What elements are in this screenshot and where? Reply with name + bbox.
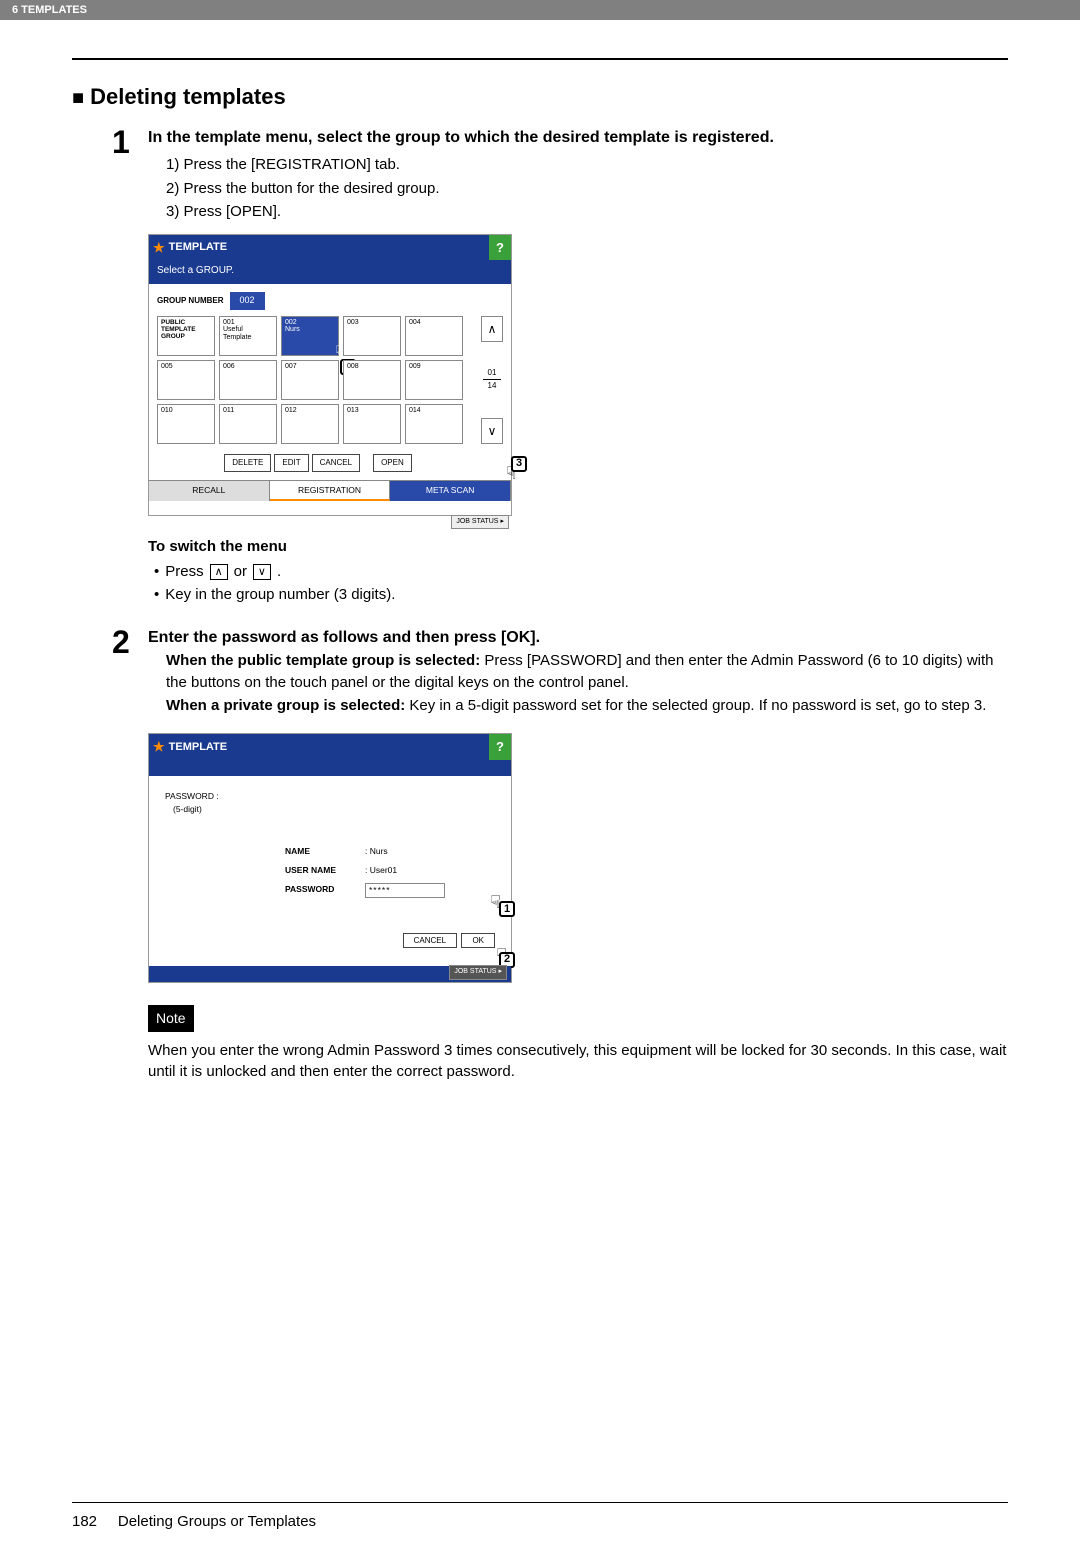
edit-button[interactable]: EDIT (274, 454, 308, 472)
cell-003[interactable]: 003 (343, 316, 401, 356)
bullet1-c: . (277, 561, 281, 584)
star-icon: ★ (153, 737, 165, 757)
group-number-label: GROUP NUMBER (157, 295, 224, 307)
open-button[interactable]: OPEN (373, 454, 412, 472)
panel2-body: PASSWORD : (5-digit) NAME : Nurs USER NA… (149, 776, 511, 966)
section-title-text: Deleting templates (90, 84, 286, 109)
step2-number: 2 (112, 626, 136, 1082)
panel1-body: GROUP NUMBER 002 PUBLIC TEMPLATE GROUP 0… (149, 284, 511, 480)
star-icon: ★ (153, 238, 165, 258)
tab-recall[interactable]: RECALL (149, 481, 270, 502)
switch-menu-heading: To switch the menu (148, 536, 1008, 559)
bullet1-b: or (234, 561, 247, 584)
group-number-field[interactable]: 002 (230, 292, 265, 310)
job-status-button[interactable]: JOB STATUS▸ (451, 515, 509, 530)
step-2: 2 Enter the password as follows and then… (112, 626, 1008, 1082)
page-footer: 182 Deleting Groups or Templates (0, 1502, 1080, 1560)
tab-registration[interactable]: REGISTRATION (270, 481, 391, 502)
panel2-titlebar: ★ TEMPLATE ? (149, 734, 511, 760)
chevron-right-icon: ▸ (498, 967, 502, 978)
job-status-button[interactable]: JOB STATUS▸ (449, 965, 507, 980)
up-arrow-icon: ∧ (210, 564, 228, 580)
cell-014[interactable]: 014 (405, 404, 463, 444)
bullet1-a: Press (165, 561, 203, 584)
step2-line1: When the public template group is select… (166, 650, 1008, 695)
help-icon[interactable]: ? (489, 734, 511, 760)
step1-item1: 1) Press the [REGISTRATION] tab. (166, 154, 1008, 177)
down-arrow-icon: ∨ (253, 564, 271, 580)
panel1-titlebar: ★ TEMPLATE ? (149, 235, 511, 261)
cell-005[interactable]: 005 (157, 360, 215, 400)
callout-1: 1 (499, 901, 515, 917)
username-row: USER NAME : User01 (285, 864, 495, 877)
cell-009[interactable]: 009 (405, 360, 463, 400)
panel2-title: TEMPLATE (169, 739, 227, 756)
panel2-bottomband: JOB STATUS▸ (149, 966, 511, 982)
page-indicator: 01 14 (481, 354, 503, 404)
cell-002[interactable]: 002 Nurs ☟ 2 (281, 316, 339, 356)
panel2-subbar (149, 760, 511, 776)
cell-public[interactable]: PUBLIC TEMPLATE GROUP (157, 316, 215, 356)
password-input[interactable]: ***** (365, 883, 445, 898)
ok-button[interactable]: OK (461, 933, 495, 948)
group-number-row: GROUP NUMBER 002 (157, 292, 503, 310)
note-text: When you enter the wrong Admin Password … (148, 1040, 1008, 1082)
panel2-buttons: CANCEL OK ☟ 2 (165, 934, 495, 947)
group-grid: PUBLIC TEMPLATE GROUP 001 Useful Templat… (157, 316, 477, 444)
cell-013[interactable]: 013 (343, 404, 401, 444)
step1-heading: In the template menu, select the group t… (148, 126, 1008, 150)
bullet2: Key in the group number (3 digits). (165, 584, 395, 607)
cell-010[interactable]: 010 (157, 404, 215, 444)
step1-item2: 2) Press the button for the desired grou… (166, 178, 1008, 201)
cell-001[interactable]: 001 Useful Template (219, 316, 277, 356)
step2-line2: When a private group is selected: Key in… (166, 695, 1008, 718)
name-row: NAME : Nurs (285, 845, 495, 858)
section-marker: ■ (72, 87, 84, 109)
step1-number: 1 (112, 126, 136, 608)
switch-menu-bullets: • Press ∧ or ∨ . • Key in the group numb… (154, 561, 1008, 607)
step2-heading: Enter the password as follows and then p… (148, 626, 1008, 650)
cell-008[interactable]: 008 (343, 360, 401, 400)
step1-sublist: 1) Press the [REGISTRATION] tab. 2) Pres… (166, 154, 1008, 224)
page-number: 182 (72, 1513, 97, 1530)
scroll-column: ∧ 01 14 ∨ (481, 316, 503, 444)
password-panel: ★ TEMPLATE ? PASSWORD : (5-digit) NAME :… (148, 733, 512, 983)
footer-title: Deleting Groups or Templates (118, 1513, 316, 1530)
password-row: PASSWORD ***** ☟ 1 (285, 883, 495, 898)
chevron-right-icon: ▸ (500, 517, 504, 528)
top-rule (72, 58, 1008, 60)
help-icon[interactable]: ? (489, 235, 511, 261)
cell-004[interactable]: 004 (405, 316, 463, 356)
tab-metascan[interactable]: META SCAN (390, 481, 511, 502)
template-group-panel: ★ TEMPLATE ? Select a GROUP. GROUP NUMBE… (148, 234, 512, 517)
cell-012[interactable]: 012 (281, 404, 339, 444)
panel1-subtitle: Select a GROUP. (149, 260, 511, 284)
cell-011[interactable]: 011 (219, 404, 277, 444)
cancel-button[interactable]: CANCEL (312, 454, 360, 472)
password-label: PASSWORD : (5-digit) (165, 790, 495, 816)
cancel-button[interactable]: CANCEL (403, 933, 457, 948)
panel1-tabs: RECALL REGISTRATION META SCAN (149, 480, 511, 502)
step-1: 1 In the template menu, select the group… (112, 126, 1008, 608)
cell-006[interactable]: 006 (219, 360, 277, 400)
step1-item3: 3) Press [OPEN]. (166, 201, 1008, 224)
delete-button[interactable]: DELETE (224, 454, 271, 472)
callout-3: 3 (511, 456, 527, 472)
panel1-title: TEMPLATE (169, 239, 227, 256)
cell-007[interactable]: 007 (281, 360, 339, 400)
section-title: ■ Deleting templates (72, 84, 1008, 110)
scroll-down-button[interactable]: ∨ (481, 418, 503, 444)
note-badge: Note (148, 1005, 194, 1032)
chapter-label: 6 TEMPLATES (12, 4, 87, 16)
panel1-actions: DELETE EDIT CANCEL OPEN ☟ 3 (157, 454, 503, 472)
chapter-header: 6 TEMPLATES (0, 0, 1080, 20)
scroll-up-button[interactable]: ∧ (481, 316, 503, 342)
